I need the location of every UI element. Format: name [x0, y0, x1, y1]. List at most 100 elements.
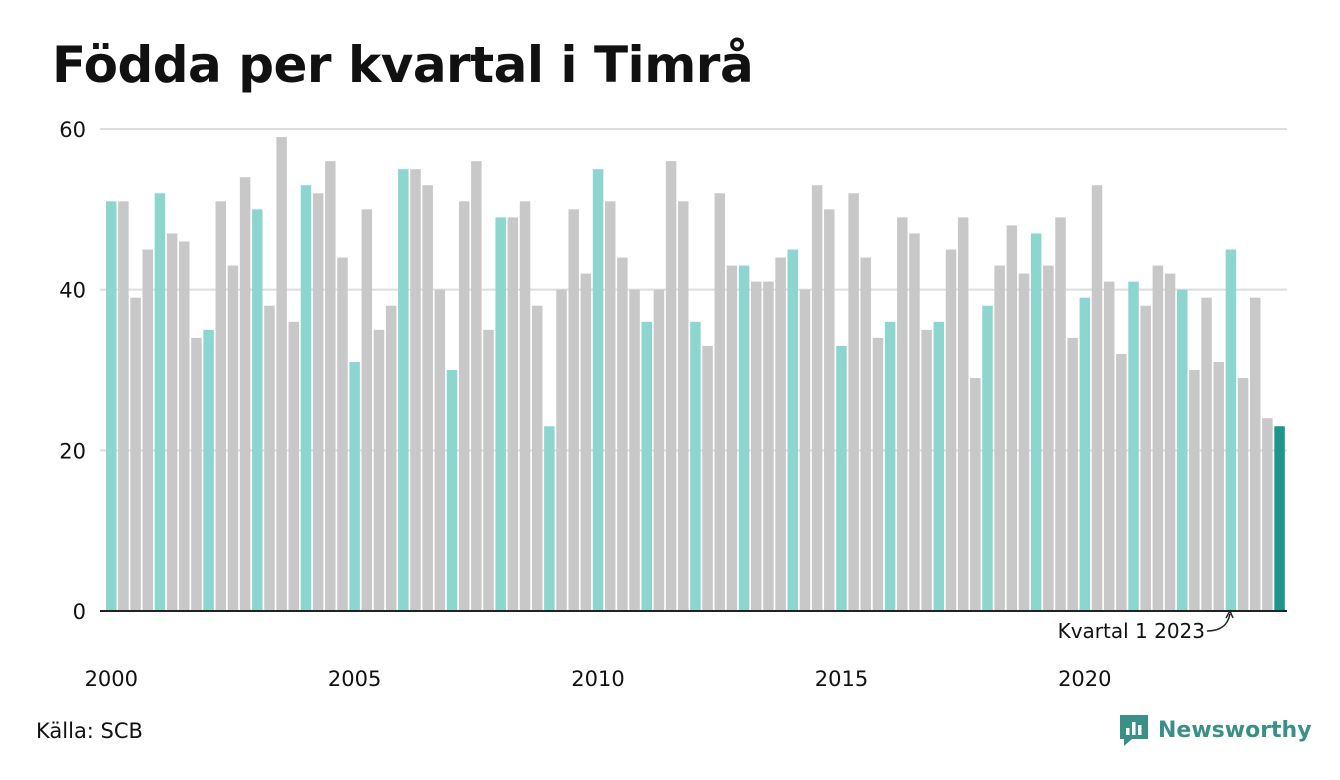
- bar: [1152, 265, 1164, 611]
- bar: [604, 201, 616, 612]
- bar: [933, 321, 945, 611]
- bar: [373, 329, 385, 611]
- bar: [1067, 337, 1078, 611]
- bar: [422, 185, 433, 612]
- bar: [264, 305, 275, 611]
- bar: [154, 193, 166, 611]
- bar: [1030, 233, 1042, 611]
- bar: [544, 426, 555, 611]
- bar: [130, 297, 141, 611]
- bar: [751, 281, 762, 611]
- bar: [1043, 265, 1054, 611]
- y-axis-ticks: 0 20 40 60: [59, 118, 86, 624]
- bar: [337, 257, 348, 611]
- bar: [994, 265, 1005, 611]
- bar: [1189, 370, 1200, 611]
- bar: [276, 137, 287, 611]
- brand-name: Newsworthy: [1158, 717, 1312, 743]
- bar: [385, 305, 397, 611]
- bar: [288, 321, 300, 611]
- bar: [507, 217, 519, 611]
- bar: [641, 321, 652, 611]
- bar: [690, 321, 701, 611]
- bar: [1249, 297, 1261, 611]
- bar: [738, 265, 750, 611]
- bar: [629, 289, 640, 611]
- bar: [458, 201, 470, 612]
- bar: [1274, 426, 1285, 611]
- bar: [665, 161, 677, 611]
- bar: [106, 201, 117, 612]
- bar: [726, 265, 738, 611]
- bar: [1079, 297, 1091, 611]
- bar: [398, 169, 409, 612]
- bar: [1164, 273, 1176, 611]
- bar: [897, 217, 908, 611]
- bar: [191, 337, 202, 611]
- bar: [884, 321, 896, 611]
- bar: [531, 305, 543, 611]
- x-tick-label: 2010: [571, 667, 624, 691]
- source-note: Källa: SCB: [36, 719, 143, 743]
- bar: [1128, 281, 1139, 611]
- bar: [824, 209, 835, 611]
- bar: [179, 241, 190, 611]
- bar: [702, 345, 713, 611]
- x-axis-ticks: 2000 2005 2010 2015 2020: [85, 667, 1112, 691]
- bar: [945, 249, 957, 611]
- annotation-arrowhead: [1225, 609, 1234, 619]
- bar: [775, 257, 786, 611]
- y-tick-label: 40: [59, 279, 86, 303]
- bar: [592, 169, 604, 612]
- x-tick-label: 2020: [1058, 667, 1111, 691]
- bar: [677, 201, 689, 612]
- bar: [252, 209, 263, 611]
- bar: [203, 329, 214, 611]
- bar: [142, 249, 154, 611]
- bar: [1237, 378, 1249, 611]
- x-tick-label: 2000: [85, 667, 138, 691]
- bar: [361, 209, 373, 611]
- bar: [495, 217, 506, 611]
- annotation-label: Kvartal 1 2023: [1058, 619, 1205, 643]
- bar: [483, 329, 494, 611]
- bar: [1116, 353, 1127, 611]
- bar: [446, 370, 458, 611]
- bar: [1213, 361, 1224, 611]
- bar: [1262, 418, 1273, 611]
- y-tick-label: 20: [59, 439, 86, 463]
- bar: [519, 201, 531, 612]
- bar: [227, 265, 239, 611]
- bar: [1103, 281, 1115, 611]
- bar: [836, 345, 847, 611]
- bar: [1201, 297, 1212, 611]
- bar: [811, 185, 823, 612]
- bar: [921, 329, 932, 611]
- bar: [239, 177, 251, 611]
- y-tick-label: 60: [59, 118, 86, 142]
- bar: [909, 233, 920, 611]
- bar: [957, 217, 969, 611]
- bar: [166, 233, 178, 611]
- bar: [860, 257, 872, 611]
- bar: [1225, 249, 1237, 611]
- bar: [653, 289, 665, 611]
- bar: [349, 361, 360, 611]
- bar: [970, 378, 981, 611]
- bar: [763, 281, 774, 611]
- bar: [872, 337, 884, 611]
- bar: [848, 193, 859, 611]
- annotation: Kvartal 1 2023: [1058, 609, 1234, 643]
- bar: [1176, 289, 1188, 611]
- bar: [118, 201, 129, 612]
- bar: [556, 289, 567, 611]
- bar: [714, 193, 725, 611]
- bar: [1006, 225, 1018, 611]
- bar: [799, 289, 811, 611]
- brand-logo: Newsworthy: [1118, 713, 1312, 747]
- bar: [580, 273, 592, 611]
- bar: [1055, 217, 1066, 611]
- bar: [1091, 185, 1103, 612]
- bar: [617, 257, 628, 611]
- x-tick-label: 2005: [328, 667, 381, 691]
